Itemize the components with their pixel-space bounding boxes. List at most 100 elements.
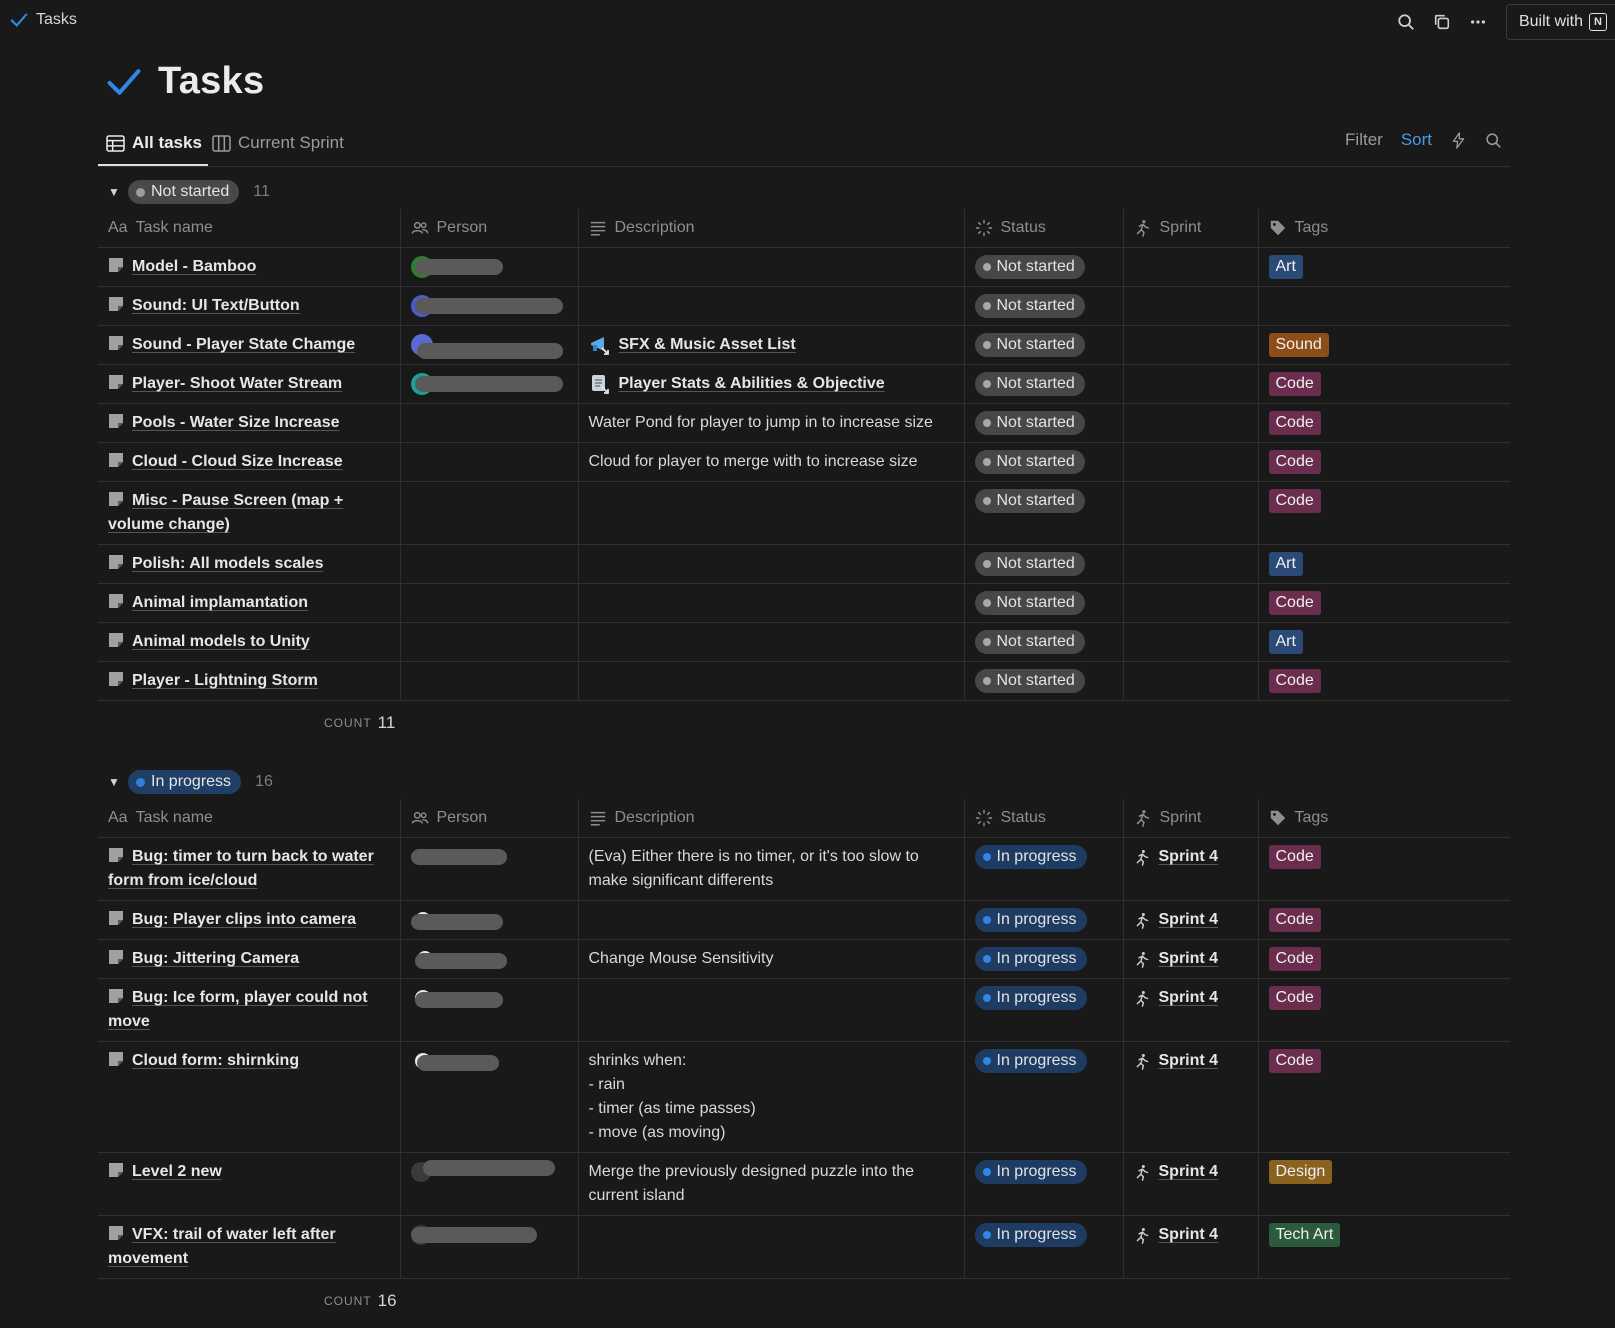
task-name-cell[interactable]: Bug: Jittering Camera <box>98 939 400 979</box>
status-cell[interactable]: In progress <box>963 1215 1123 1279</box>
tags-cell[interactable]: Art <box>1257 622 1510 662</box>
tab-all-tasks[interactable]: All tasks <box>106 128 202 158</box>
column-header-person[interactable]: Person <box>399 209 578 248</box>
table-row[interactable]: Bug: timer to turn back to water form fr… <box>98 837 1510 901</box>
sprint-link[interactable]: Sprint 4 <box>1158 1163 1219 1180</box>
status-cell[interactable]: Not started <box>963 544 1123 584</box>
table-row[interactable]: Cloud form: shirnking shrinks when: - ra… <box>98 1041 1510 1153</box>
description-cell[interactable] <box>577 286 964 326</box>
person-cell[interactable] <box>399 1215 578 1279</box>
sprint-cell[interactable]: Sprint 4 <box>1122 978 1258 1042</box>
sprint-link[interactable]: Sprint 4 <box>1158 1052 1219 1069</box>
task-name-cell[interactable]: Bug: Ice form, player could not move <box>98 978 400 1042</box>
task-name-cell[interactable]: Bug: Player clips into camera <box>98 900 400 940</box>
description-cell[interactable] <box>577 583 964 623</box>
tags-cell[interactable]: Code <box>1257 1041 1510 1153</box>
sprint-cell[interactable]: Sprint 4 <box>1122 1152 1258 1216</box>
task-name-cell[interactable]: Animal implamantation <box>98 583 400 623</box>
column-header-status[interactable]: Status <box>963 209 1123 248</box>
sprint-link[interactable]: Sprint 4 <box>1158 911 1219 928</box>
person-cell[interactable] <box>399 661 578 701</box>
task-name-cell[interactable]: Model - Bamboo <box>98 247 400 287</box>
tags-cell[interactable]: Code <box>1257 364 1510 404</box>
sprint-link[interactable]: Sprint 4 <box>1158 848 1219 865</box>
status-cell[interactable]: Not started <box>963 583 1123 623</box>
tags-cell[interactable]: Code <box>1257 837 1510 901</box>
sprint-cell[interactable]: Sprint 4 <box>1122 837 1258 901</box>
person-cell[interactable] <box>399 583 578 623</box>
person-cell[interactable] <box>399 403 578 443</box>
description-cell[interactable]: SFX & Music Asset List <box>577 325 964 365</box>
column-header-description[interactable]: Description <box>577 799 964 838</box>
built-with-notion-button[interactable]: Built with N <box>1505 4 1615 40</box>
sprint-cell[interactable] <box>1122 622 1258 662</box>
person-cell[interactable] <box>399 442 578 482</box>
sprint-cell[interactable] <box>1122 481 1258 545</box>
sprint-cell[interactable] <box>1122 325 1258 365</box>
status-cell[interactable]: In progress <box>963 837 1123 901</box>
more-icon[interactable] <box>1460 4 1496 40</box>
person-cell[interactable] <box>399 837 578 901</box>
column-header-status[interactable]: Status <box>963 799 1123 838</box>
sprint-cell[interactable]: Sprint 4 <box>1122 939 1258 979</box>
table-row[interactable]: Player- Shoot Water Stream Player Stats … <box>98 364 1510 404</box>
lightning-icon[interactable] <box>1450 131 1467 149</box>
status-cell[interactable]: In progress <box>963 1041 1123 1153</box>
table-row[interactable]: Player - Lightning Storm Not started Cod… <box>98 661 1510 701</box>
linked-page[interactable]: Player Stats & Abilities & Objective <box>589 372 954 396</box>
description-cell[interactable] <box>577 1215 964 1279</box>
table-row[interactable]: Bug: Ice form, player could not move In … <box>98 978 1510 1042</box>
description-cell[interactable]: Water Pond for player to jump in to incr… <box>577 403 964 443</box>
column-header-sprint[interactable]: Sprint <box>1122 209 1258 248</box>
sprint-cell[interactable] <box>1122 286 1258 326</box>
table-row[interactable]: Animal models to Unity Not started Art <box>98 622 1510 662</box>
table-row[interactable]: Pools - Water Size Increase Water Pond f… <box>98 403 1510 443</box>
sprint-cell[interactable] <box>1122 403 1258 443</box>
description-cell[interactable] <box>577 247 964 287</box>
description-cell[interactable] <box>577 900 964 940</box>
tags-cell[interactable]: Design <box>1257 1152 1510 1216</box>
task-name-cell[interactable]: Pools - Water Size Increase <box>98 403 400 443</box>
table-row[interactable]: Polish: All models scales Not started Ar… <box>98 544 1510 584</box>
status-cell[interactable]: In progress <box>963 900 1123 940</box>
column-header-tags[interactable]: Tags <box>1257 209 1510 248</box>
task-name-cell[interactable]: Level 2 new <box>98 1152 400 1216</box>
table-row[interactable]: Sound: UI Text/Button Not started <box>98 286 1510 326</box>
breadcrumb[interactable]: Tasks <box>10 11 77 29</box>
tags-cell[interactable]: Code <box>1257 583 1510 623</box>
tags-cell[interactable]: Code <box>1257 939 1510 979</box>
description-cell[interactable] <box>577 661 964 701</box>
person-cell[interactable] <box>399 1041 578 1153</box>
person-cell[interactable] <box>399 544 578 584</box>
task-name-cell[interactable]: VFX: trail of water left after movement <box>98 1215 400 1279</box>
description-cell[interactable]: Player Stats & Abilities & Objective <box>577 364 964 404</box>
tags-cell[interactable]: Code <box>1257 978 1510 1042</box>
person-cell[interactable] <box>399 1152 578 1216</box>
table-row[interactable]: Model - Bamboo Not started Art <box>98 247 1510 287</box>
sprint-link[interactable]: Sprint 4 <box>1158 1226 1219 1243</box>
tags-cell[interactable]: Code <box>1257 661 1510 701</box>
task-name-cell[interactable]: Cloud - Cloud Size Increase <box>98 442 400 482</box>
person-cell[interactable] <box>399 939 578 979</box>
sprint-cell[interactable] <box>1122 364 1258 404</box>
status-cell[interactable]: In progress <box>963 1152 1123 1216</box>
description-cell[interactable] <box>577 481 964 545</box>
description-cell[interactable] <box>577 622 964 662</box>
task-name-cell[interactable]: Player - Lightning Storm <box>98 661 400 701</box>
tags-cell[interactable] <box>1257 286 1510 326</box>
table-row[interactable]: Bug: Jittering Camera Change Mouse Sensi… <box>98 939 1510 979</box>
person-cell[interactable] <box>399 247 578 287</box>
table-row[interactable]: VFX: trail of water left after movement … <box>98 1215 1510 1279</box>
person-cell[interactable] <box>399 286 578 326</box>
filter-button[interactable]: Filter <box>1345 130 1383 149</box>
sprint-link[interactable]: Sprint 4 <box>1158 950 1219 967</box>
sprint-link[interactable]: Sprint 4 <box>1158 989 1219 1006</box>
description-cell[interactable]: Cloud for player to merge with to increa… <box>577 442 964 482</box>
person-cell[interactable] <box>399 481 578 545</box>
tags-cell[interactable]: Code <box>1257 403 1510 443</box>
sprint-cell[interactable] <box>1122 442 1258 482</box>
sprint-cell[interactable] <box>1122 661 1258 701</box>
description-cell[interactable]: (Eva) Either there is no timer, or it's … <box>577 837 964 901</box>
table-row[interactable]: Cloud - Cloud Size Increase Cloud for pl… <box>98 442 1510 482</box>
table-row[interactable]: Sound - Player State Chamge SFX & Music … <box>98 325 1510 365</box>
